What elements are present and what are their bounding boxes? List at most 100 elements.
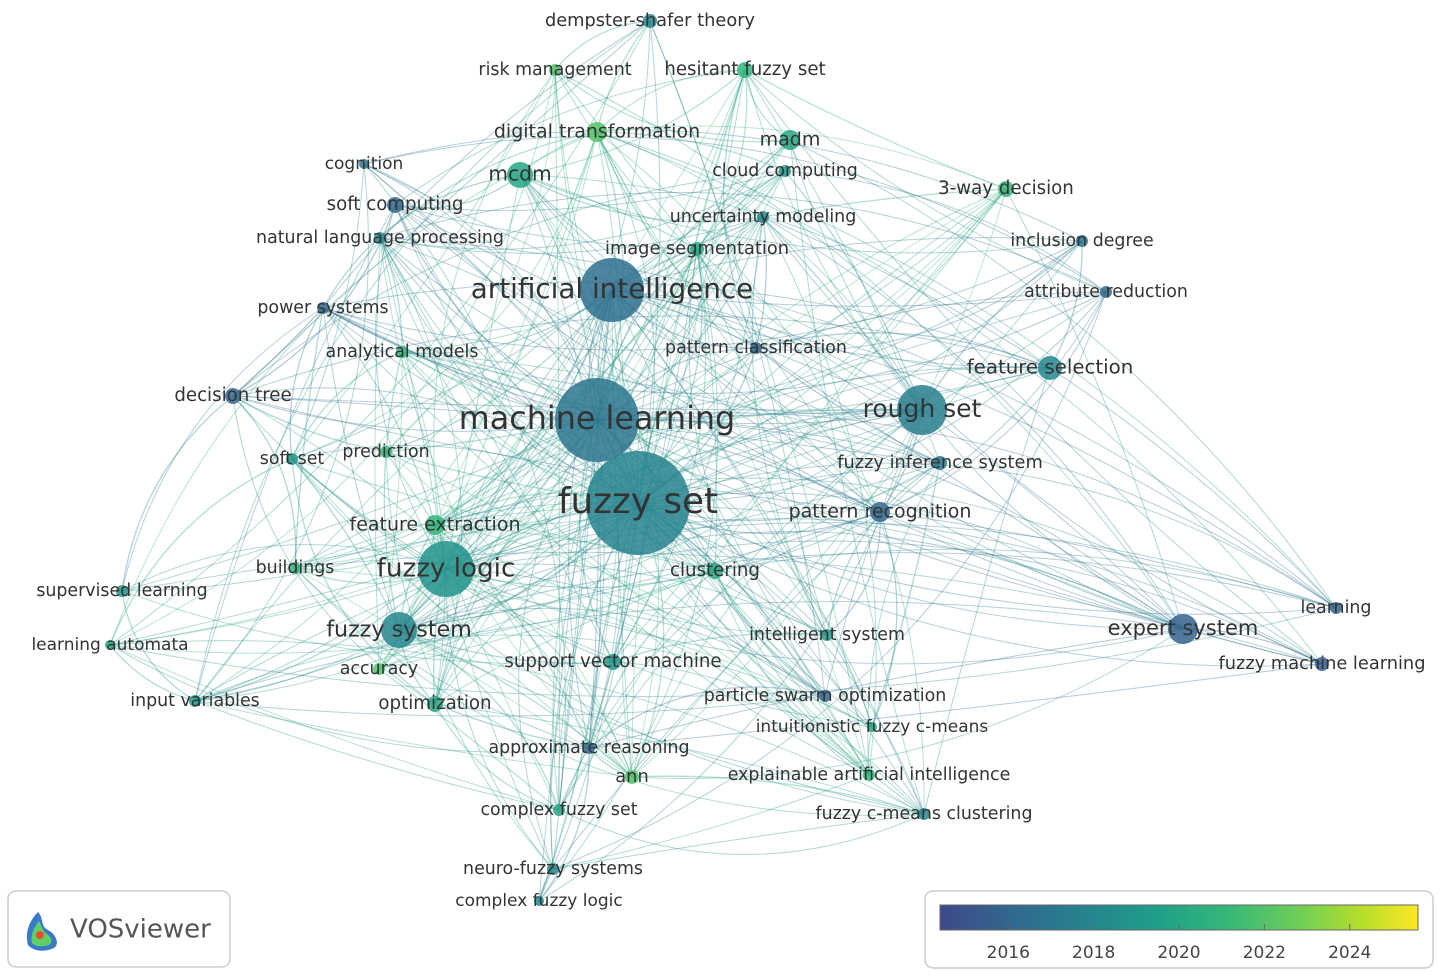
- edge: [401, 351, 1184, 630]
- edge: [194, 502, 639, 702]
- edge: [722, 69, 757, 349]
- edge: [518, 419, 598, 870]
- edge: [434, 289, 613, 705]
- edge: [445, 462, 941, 570]
- edge: [588, 663, 1323, 749]
- edge: [379, 237, 828, 636]
- edge: [696, 248, 718, 572]
- edge: [445, 188, 1007, 570]
- node: [549, 64, 561, 76]
- edge: [294, 419, 598, 569]
- edge: [322, 20, 651, 309]
- edge: [378, 524, 436, 670]
- node-label: complex fuzzy set: [480, 800, 637, 820]
- node: [1315, 657, 1329, 671]
- edge: [394, 69, 746, 206]
- edge: [554, 69, 1184, 630]
- edge: [596, 20, 651, 133]
- node: [553, 804, 565, 816]
- edge: [611, 237, 1083, 291]
- edge: [611, 289, 828, 636]
- node: [396, 346, 408, 358]
- edge: [194, 20, 651, 702]
- edge: [755, 240, 1083, 351]
- edge: [588, 419, 599, 749]
- edge: [194, 462, 941, 702]
- node-label: intuitionistic fuzzy c-means: [756, 717, 989, 737]
- edge: [394, 204, 873, 728]
- edge: [363, 129, 1083, 242]
- edge: [445, 568, 633, 778]
- edge: [596, 131, 1337, 609]
- node: [387, 197, 403, 213]
- edge: [784, 170, 923, 411]
- edge: [596, 131, 925, 815]
- edge: [121, 307, 324, 592]
- edge: [611, 289, 923, 411]
- edge: [826, 462, 941, 636]
- edge: [322, 307, 400, 631]
- edge: [744, 69, 1323, 665]
- edge: [378, 462, 941, 670]
- edge: [379, 237, 1337, 609]
- edge: [552, 291, 1107, 870]
- node-label: input variables: [130, 691, 259, 711]
- node: [359, 159, 369, 169]
- edge: [596, 69, 746, 133]
- edge: [744, 69, 1107, 293]
- edge: [445, 518, 1323, 665]
- nodes: [105, 14, 1342, 906]
- edge: [379, 170, 786, 250]
- edge: [612, 188, 1007, 663]
- node: [819, 690, 831, 702]
- node: [605, 654, 621, 670]
- node-label: learning automata: [31, 635, 188, 655]
- edge: [867, 462, 941, 776]
- edge: [596, 131, 870, 776]
- edge: [552, 813, 925, 870]
- edge: [434, 188, 1007, 705]
- edge: [824, 409, 923, 697]
- node-label: feature selection: [967, 356, 1134, 379]
- edge: [398, 570, 716, 631]
- edge: [232, 395, 614, 663]
- edge: [291, 131, 598, 460]
- color-tick-label: 2024: [1328, 943, 1371, 963]
- edge: [826, 511, 881, 636]
- edge: [109, 568, 447, 646]
- edge: [322, 307, 1337, 615]
- edge: [611, 289, 925, 815]
- node-label: ann: [615, 766, 648, 787]
- edge: [109, 644, 196, 702]
- node: [1168, 614, 1198, 644]
- edge: [612, 632, 828, 663]
- edge: [649, 20, 826, 697]
- node-label: artificial intelligence: [471, 272, 753, 305]
- edge: [611, 289, 1107, 307]
- logo-box[interactable]: VOSviewer: [7, 890, 231, 968]
- edge: [379, 237, 639, 504]
- edge: [401, 351, 941, 464]
- edge: [194, 163, 369, 702]
- node: [317, 302, 329, 314]
- edge: [121, 590, 196, 702]
- edge: [879, 291, 1107, 513]
- node: [105, 640, 115, 650]
- edge: [538, 409, 923, 902]
- node: [547, 863, 559, 875]
- edge: [696, 248, 757, 349]
- node-label: inclusion degree: [1010, 231, 1153, 251]
- edge: [921, 240, 1083, 411]
- edge: [596, 412, 1337, 609]
- edge: [596, 419, 1184, 630]
- node: [381, 612, 417, 648]
- edge: [762, 188, 1007, 218]
- edge: [378, 668, 560, 811]
- node: [374, 232, 386, 244]
- node-label: dempster-shafer theory: [545, 10, 755, 31]
- node-label: support vector machine: [504, 651, 721, 672]
- node-label: fuzzy logic: [377, 554, 516, 584]
- edge: [379, 237, 1184, 630]
- edge: [194, 695, 826, 717]
- color-tick-label: 2016: [987, 943, 1030, 963]
